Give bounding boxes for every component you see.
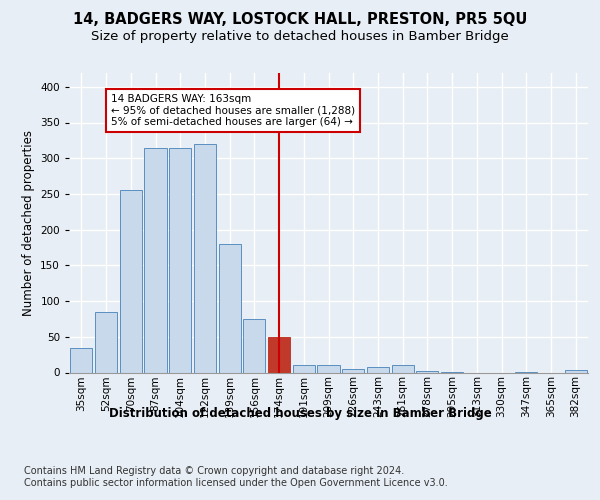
Bar [342,369,364,372]
Bar [145,148,167,372]
Bar [317,364,340,372]
Bar [367,367,389,372]
Bar [293,366,315,372]
Bar [243,319,265,372]
Bar [565,370,587,372]
Bar [95,312,117,372]
Bar [194,144,216,372]
Bar [119,190,142,372]
Text: 14 BADGERS WAY: 163sqm
← 95% of detached houses are smaller (1,288)
5% of semi-d: 14 BADGERS WAY: 163sqm ← 95% of detached… [111,94,355,127]
Bar [169,148,191,372]
Y-axis label: Number of detached properties: Number of detached properties [22,130,35,316]
Bar [218,244,241,372]
Text: Size of property relative to detached houses in Bamber Bridge: Size of property relative to detached ho… [91,30,509,43]
Bar [70,348,92,372]
Bar [392,366,414,372]
Bar [268,337,290,372]
Text: 14, BADGERS WAY, LOSTOCK HALL, PRESTON, PR5 5QU: 14, BADGERS WAY, LOSTOCK HALL, PRESTON, … [73,12,527,28]
Bar [416,371,439,372]
Text: Contains HM Land Registry data © Crown copyright and database right 2024.: Contains HM Land Registry data © Crown c… [24,466,404,476]
Text: Contains public sector information licensed under the Open Government Licence v3: Contains public sector information licen… [24,478,448,488]
Text: Distribution of detached houses by size in Bamber Bridge: Distribution of detached houses by size … [109,408,491,420]
